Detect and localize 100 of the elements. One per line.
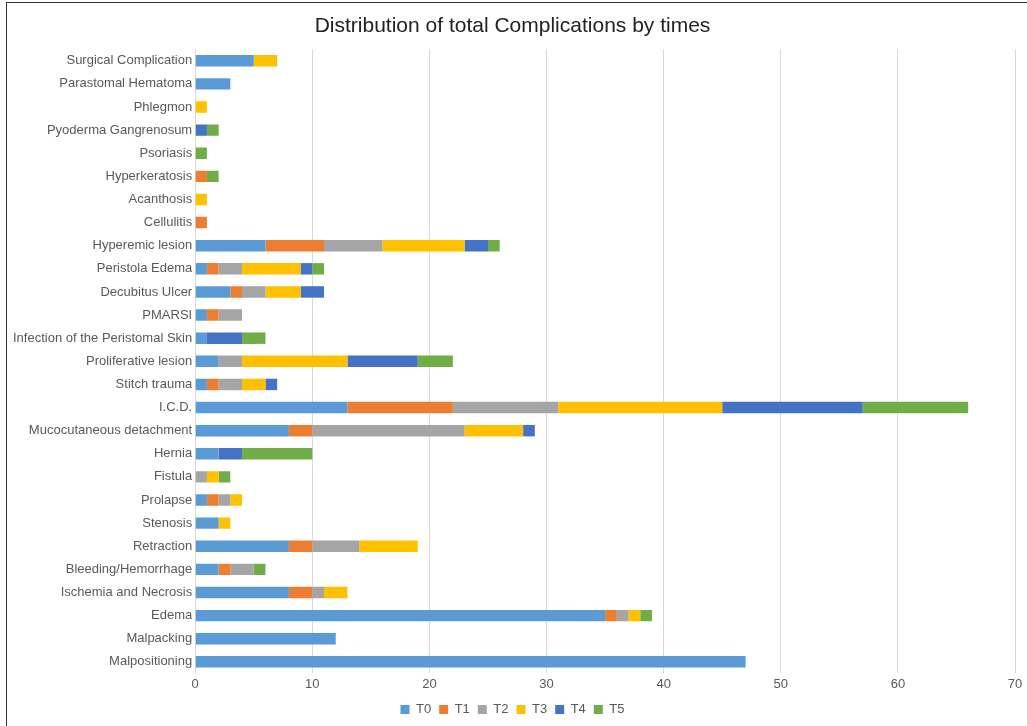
bar (288, 424, 313, 437)
bar (628, 609, 641, 622)
y-tick-label: Decubitus Ulcer (100, 283, 193, 299)
bar (312, 263, 325, 275)
bar (605, 609, 617, 622)
legend-label: T0 (415, 701, 432, 717)
y-tick-label: I.C.D. (158, 399, 193, 415)
bar (206, 471, 219, 483)
bar (300, 263, 313, 275)
y-tick-label: Hyperkeratosis (105, 167, 193, 183)
bar (195, 656, 746, 668)
bar (218, 263, 243, 275)
legend-label: T3 (532, 701, 548, 717)
x-tick-label: 20 (422, 675, 437, 691)
bar (253, 563, 266, 576)
bar (206, 332, 243, 344)
bar (195, 563, 219, 576)
bar (616, 609, 629, 622)
bar (347, 401, 453, 414)
bar (487, 239, 500, 252)
y-tick-label: Peristola Edema (96, 260, 193, 276)
bar (359, 540, 418, 552)
x-tick-label: 10 (305, 675, 320, 691)
bar (640, 609, 652, 622)
bar (230, 563, 254, 576)
bar (253, 55, 278, 67)
y-tick-label: Phlegmon (133, 98, 193, 114)
y-tick-label: Stitch trauma (115, 376, 193, 391)
bar (324, 586, 348, 599)
y-tick-label: PMARSI (142, 306, 193, 322)
y-tick-label: Fistula (153, 468, 193, 484)
y-tick-label: Prolapse (140, 491, 193, 507)
bar (195, 448, 219, 460)
bar (242, 332, 266, 344)
bar (195, 309, 207, 321)
bar (523, 424, 535, 437)
bar (195, 424, 289, 437)
y-tick-label: Retraction (132, 537, 193, 553)
bar (195, 216, 207, 229)
bar (300, 286, 325, 298)
y-tick-label: Ischemia and Necrosis (60, 584, 193, 600)
bar (312, 586, 325, 599)
y-tick-label: Proliferative lesion (85, 352, 193, 368)
bar (722, 401, 863, 414)
bar (242, 286, 266, 298)
bar (206, 494, 219, 506)
legend-label: T2 (493, 701, 509, 717)
y-tick-label: Edema (151, 607, 193, 623)
y-tick-label: Malpositioning (109, 653, 193, 669)
bar (206, 263, 219, 275)
x-tick-label: 0 (191, 675, 199, 691)
y-tick-label: Infection of the Peristomal Skin (13, 329, 193, 345)
bar (312, 424, 465, 437)
bar (195, 540, 289, 552)
bar (218, 563, 231, 576)
bar (464, 424, 524, 437)
bar (195, 193, 207, 206)
x-tick-label: 70 (1007, 675, 1023, 691)
y-tick-label: Malpacking (126, 630, 193, 646)
bar (195, 239, 266, 252)
bar (195, 263, 207, 275)
bar (218, 448, 243, 460)
bar (195, 609, 606, 622)
legend-label: T1 (454, 701, 470, 717)
bar (206, 309, 219, 321)
bar (195, 101, 207, 113)
bar (206, 170, 219, 183)
bar (195, 378, 207, 391)
bar (288, 586, 313, 599)
y-tick-label: Pyoderma Gangrenosum (46, 121, 193, 137)
y-tick-label: Psoriasis (139, 144, 193, 160)
legend-label: T4 (570, 701, 586, 717)
bar (195, 332, 207, 344)
y-tick-label: Stenosis (142, 514, 193, 530)
bar (195, 355, 219, 368)
bar (862, 401, 969, 414)
y-tick-label: Hernia (153, 445, 193, 461)
y-tick-label: Bleeding/Hemorrhage (65, 560, 193, 576)
bar (195, 124, 207, 136)
bar (195, 286, 231, 298)
bar (195, 633, 336, 645)
bar (452, 401, 559, 414)
bar (347, 355, 418, 368)
bar (195, 517, 219, 529)
y-tick-label: Surgical Complication (66, 52, 193, 68)
bar (195, 401, 348, 414)
bar (324, 239, 383, 252)
bar (288, 540, 313, 552)
bar (195, 494, 207, 506)
bar (218, 355, 243, 368)
bar (195, 78, 231, 90)
bar (206, 124, 219, 136)
x-tick-label: 40 (656, 675, 671, 691)
bar (265, 378, 278, 391)
y-tick-label: Acanthosis (128, 191, 193, 207)
bar (218, 471, 231, 483)
legend-label: T5 (609, 701, 625, 717)
bar (195, 147, 207, 159)
y-tick-label: Cellulitis (143, 214, 193, 230)
bar (195, 586, 289, 599)
